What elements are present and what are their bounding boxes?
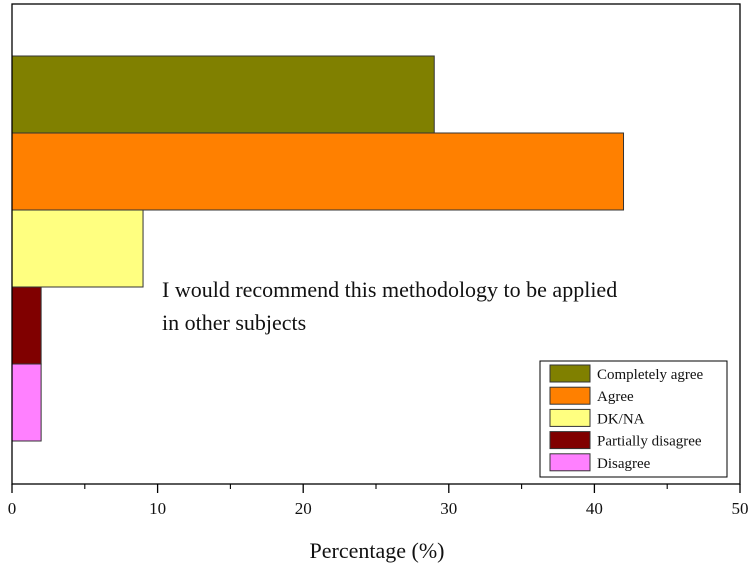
- legend: Completely agree Agree DK/NA Partially disa…: [539, 360, 728, 478]
- annotation-line-2: in other subjects: [162, 310, 306, 335]
- x-axis-ticks: 0 10 20 30 40 50: [8, 484, 749, 518]
- legend-label: Partially disagree: [597, 434, 702, 450]
- legend-swatch: [549, 386, 591, 405]
- bar-dk-na: [11, 209, 144, 288]
- x-tick-label: 0: [8, 499, 17, 518]
- legend-label: Agree: [597, 389, 634, 405]
- legend-swatch: [549, 431, 591, 450]
- x-axis-label: Percentage (%): [310, 538, 445, 563]
- bar-completely-agree: [11, 55, 435, 134]
- legend-items: Completely agree Agree DK/NA Partially disa…: [549, 364, 704, 472]
- x-tick-label: 50: [732, 499, 749, 518]
- legend-swatch: [549, 453, 591, 472]
- bar-disagree: [11, 363, 42, 442]
- legend-swatch: [549, 408, 591, 427]
- legend-label: Disagree: [597, 456, 651, 472]
- legend-swatch: [549, 364, 591, 383]
- annotation-line-1: I would recommend this methodology to be…: [162, 277, 617, 302]
- x-tick-label: 10: [149, 499, 166, 518]
- x-tick-label: 20: [295, 499, 312, 518]
- x-tick-label: 30: [440, 499, 457, 518]
- x-tick-label: 40: [586, 499, 603, 518]
- axes-group: 0 10 20 30 40 50: [8, 3, 749, 518]
- bars-group: [11, 55, 625, 442]
- legend-label: DK/NA: [597, 411, 645, 427]
- bar-partially-disagree: [11, 286, 42, 365]
- legend-label: Completely agree: [597, 367, 704, 383]
- bar-agree: [11, 132, 625, 211]
